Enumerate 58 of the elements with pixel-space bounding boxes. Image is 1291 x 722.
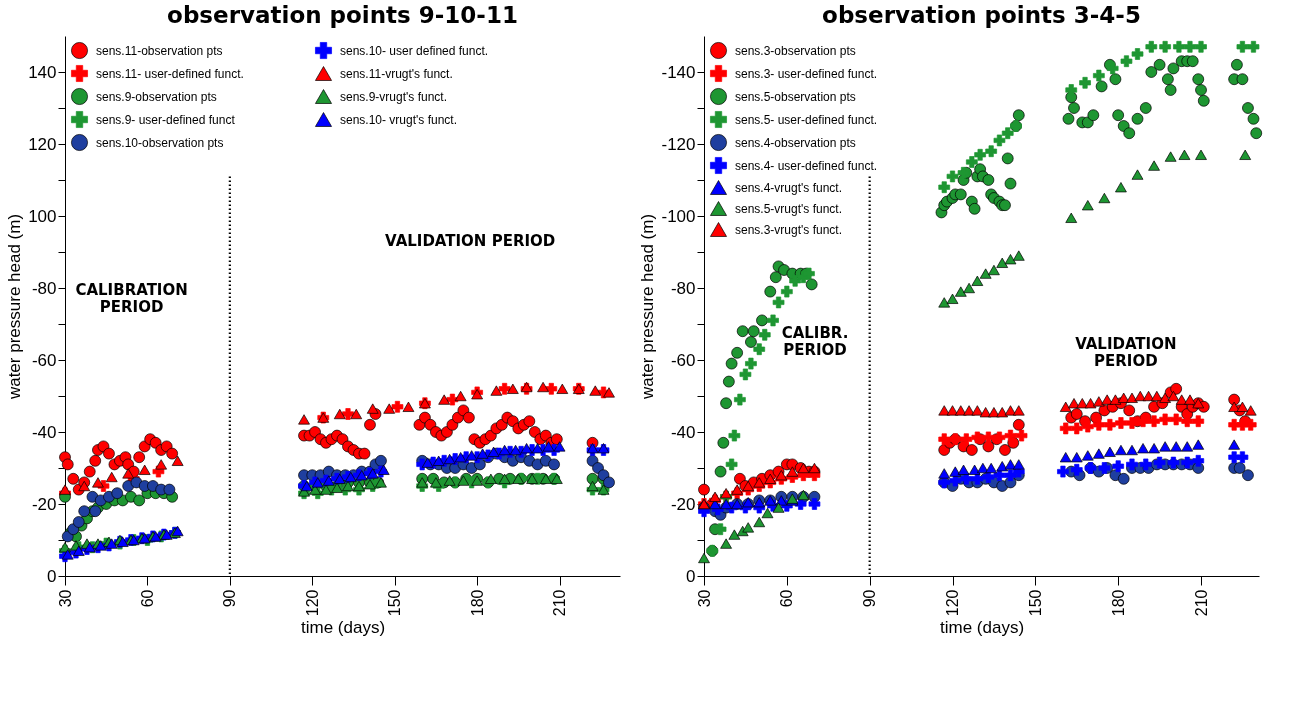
y-tick-label: 140 bbox=[28, 62, 57, 82]
x-tick-label: 60 bbox=[778, 589, 796, 608]
legend-label: sens.10-observation pts bbox=[96, 135, 224, 150]
legend-label: sens.4- user-defined funct. bbox=[735, 158, 878, 173]
x-tick-label: 210 bbox=[551, 589, 569, 617]
legend-label: sens.11-observation pts bbox=[96, 43, 223, 58]
legend-label: sens.3-observation pts bbox=[735, 43, 856, 58]
x-tick-label: 30 bbox=[56, 589, 74, 608]
x-tick-label: 150 bbox=[386, 589, 404, 617]
annotation: VALIDATION PERIOD bbox=[1075, 334, 1177, 370]
annotation: CALIBRATION PERIOD bbox=[75, 280, 188, 316]
y-tick-label: -40 bbox=[670, 422, 696, 442]
y-tick-label: -80 bbox=[670, 278, 696, 298]
legend-label: sens.11- user-defined funct. bbox=[96, 66, 244, 81]
legend-label: sens.3-vrugt's funct. bbox=[735, 222, 843, 237]
y-tick-label: -120 bbox=[661, 134, 696, 154]
annotation: CALIBR. PERIOD bbox=[781, 324, 849, 359]
chart-title: observation points 3-4-5 bbox=[822, 2, 1141, 28]
x-tick-label: 90 bbox=[221, 589, 239, 608]
legend-label: sens.9- user-defined funct bbox=[96, 112, 236, 127]
x-tick-label: 60 bbox=[138, 589, 156, 608]
y-axis-title: water pressure head (m) bbox=[5, 213, 25, 401]
y-tick-label: 100 bbox=[28, 206, 57, 226]
legend-label: sens.10- vrugt's funct. bbox=[340, 112, 458, 127]
y-axis-title: water pressure head (m) bbox=[638, 213, 658, 401]
y-tick-label: -60 bbox=[31, 350, 57, 370]
y-tick-label: -40 bbox=[31, 422, 57, 442]
y-tick-label: 0 bbox=[47, 566, 57, 586]
legend-label: sens.5-vrugt's funct. bbox=[735, 201, 843, 216]
x-axis-title: time (days) bbox=[939, 618, 1025, 638]
x-axis-title: time (days) bbox=[300, 618, 386, 638]
legend-label: sens.4-vrugt's funct. bbox=[735, 180, 843, 195]
annotation: VALIDATION PERIOD bbox=[385, 232, 556, 251]
y-tick-label: 120 bbox=[28, 134, 57, 154]
x-tick-label: 120 bbox=[303, 589, 321, 617]
y-tick-label: -20 bbox=[670, 494, 696, 514]
legend-label: sens.4-observation pts bbox=[735, 135, 856, 150]
legend-label: sens.9-vrugt's funct. bbox=[340, 89, 448, 104]
y-tick-label: -60 bbox=[670, 350, 696, 370]
x-tick-label: 120 bbox=[944, 589, 962, 617]
legend-label: sens.5- user-defined funct. bbox=[735, 112, 878, 127]
y-tick-label: 0 bbox=[686, 566, 696, 586]
legend-label: sens.11-vrugt's funct. bbox=[340, 66, 453, 81]
legend-label: sens.10- user defined funct. bbox=[340, 43, 489, 58]
legend-label: sens.9-observation pts bbox=[96, 89, 217, 104]
y-tick-label: -100 bbox=[661, 206, 696, 226]
y-tick-label: -80 bbox=[31, 278, 57, 298]
legend-label: sens.5-observation pts bbox=[735, 89, 856, 104]
y-tick-label: -20 bbox=[31, 494, 57, 514]
chart-title: observation points 9-10-11 bbox=[167, 2, 518, 28]
x-tick-label: 180 bbox=[468, 589, 486, 617]
x-tick-label: 180 bbox=[1109, 589, 1127, 617]
x-tick-label: 30 bbox=[695, 589, 713, 608]
x-tick-label: 90 bbox=[861, 589, 879, 608]
x-tick-label: 210 bbox=[1192, 589, 1210, 617]
y-tick-label: -140 bbox=[661, 62, 696, 82]
legend-label: sens.3- user-defined funct. bbox=[735, 66, 878, 81]
x-tick-label: 150 bbox=[1026, 589, 1044, 617]
